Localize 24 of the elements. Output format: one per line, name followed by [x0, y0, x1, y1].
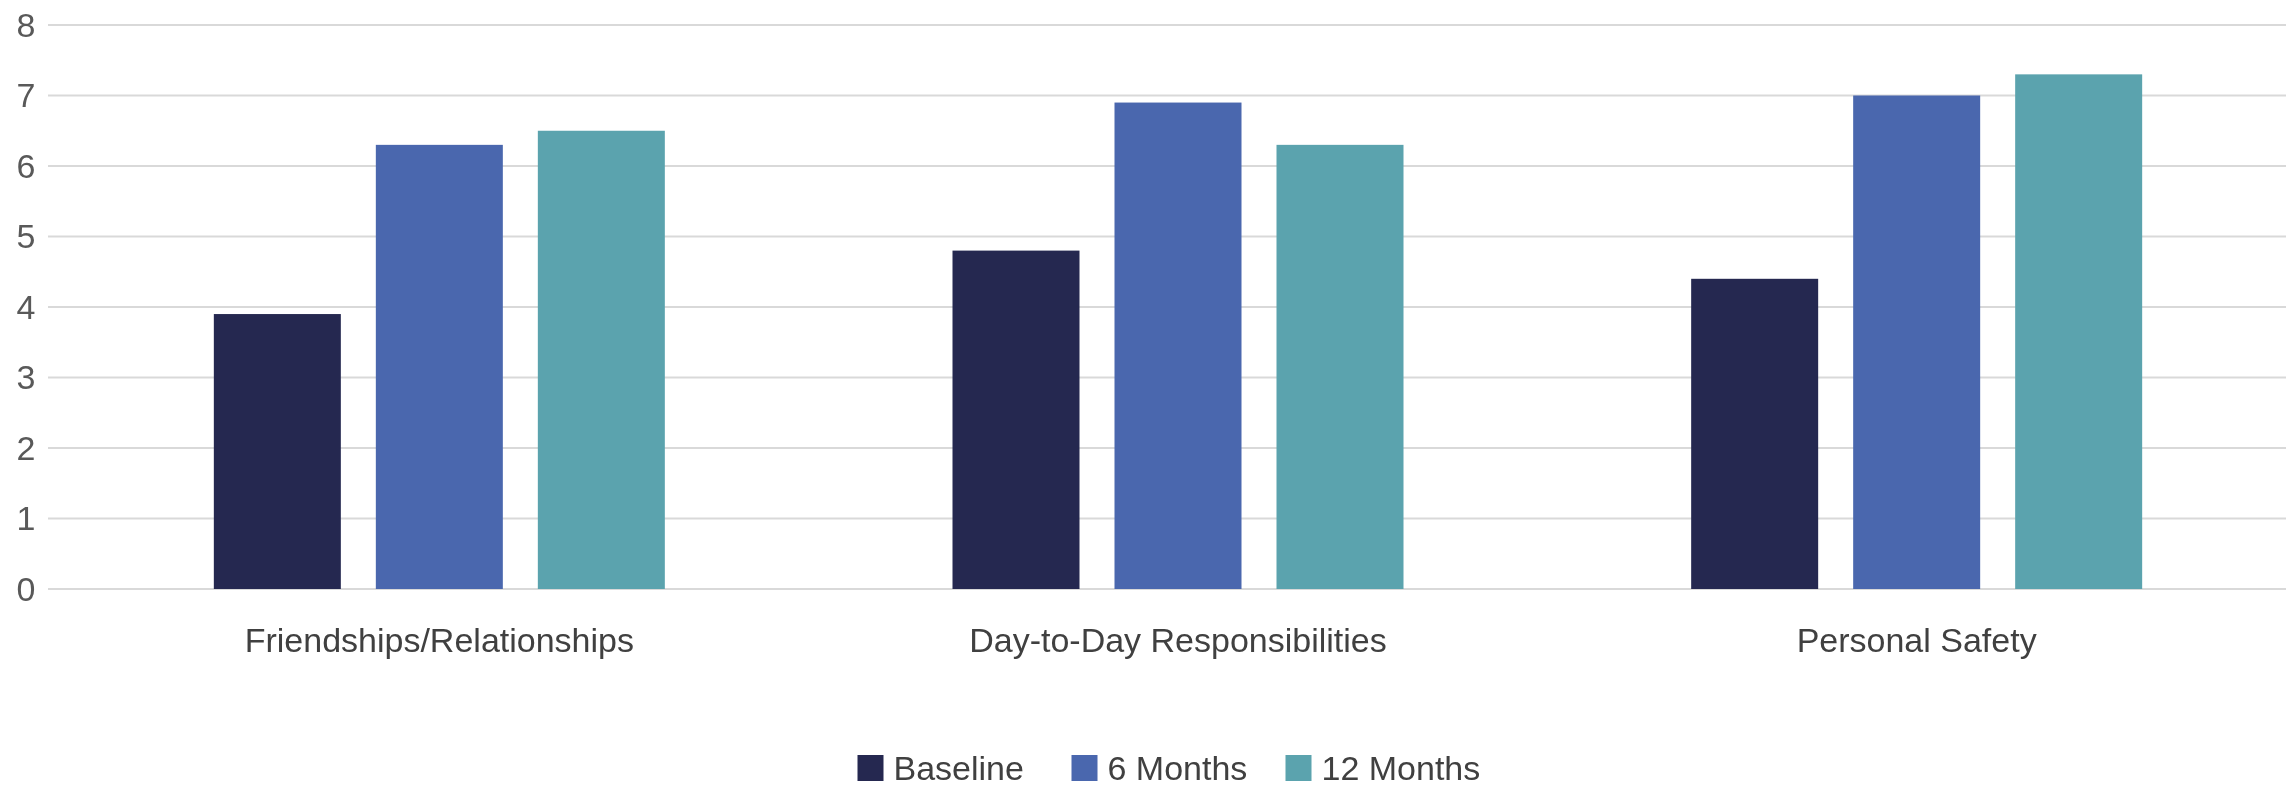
y-tick-label: 0 — [16, 569, 36, 608]
y-tick-label: 2 — [16, 428, 36, 467]
legend-label: Baseline — [893, 748, 1024, 787]
y-tick-label: 4 — [16, 287, 36, 326]
bar — [375, 144, 503, 589]
legend-label: 12 Months — [1321, 748, 1481, 787]
bar — [952, 250, 1080, 589]
y-tick-label: 5 — [16, 217, 36, 256]
x-tick-label: Personal Safety — [1796, 621, 2037, 659]
y-tick-label: 3 — [16, 358, 36, 397]
bar — [2015, 74, 2143, 589]
bar — [1691, 278, 1819, 589]
bar — [1853, 95, 1981, 589]
y-tick-label: 7 — [16, 76, 36, 115]
bar — [537, 130, 665, 589]
y-tick-label: 8 — [16, 5, 36, 44]
bar — [213, 314, 341, 589]
legend-label: 6 Months — [1107, 748, 1248, 787]
x-tick-label: Friendships/Relationships — [244, 621, 634, 659]
bar — [1114, 102, 1242, 589]
y-tick-label: 6 — [16, 146, 36, 185]
x-tick-label: Day-to-Day Responsibilities — [969, 621, 1387, 659]
bar — [1276, 144, 1404, 589]
y-tick-label: 1 — [16, 499, 36, 538]
